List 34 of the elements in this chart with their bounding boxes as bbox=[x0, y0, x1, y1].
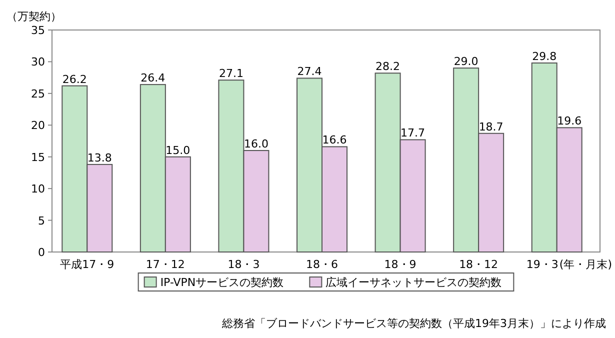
y-tick-label: 20 bbox=[31, 119, 45, 132]
text: 27.4 bbox=[297, 65, 322, 78]
text: 総務省「ブロードバンドサービス等の契約数（平成19年3月末）」により作成 bbox=[221, 317, 606, 330]
y-tick-label: 15 bbox=[31, 150, 45, 164]
y-tick-label: 10 bbox=[31, 182, 45, 196]
x-axis-title: (年・月末) bbox=[559, 258, 612, 271]
text: 29.8 bbox=[532, 50, 557, 63]
y-tick-label: 30 bbox=[31, 56, 45, 69]
text: 16.6 bbox=[322, 134, 347, 147]
text: 26.2 bbox=[62, 72, 87, 86]
text: 29.0 bbox=[454, 55, 478, 68]
legend-label: IP-VPNサービスの契約数 bbox=[160, 276, 284, 289]
x-tick-label: 18・6 bbox=[306, 258, 338, 271]
text: 19.6 bbox=[557, 114, 582, 128]
y-tick-label: 25 bbox=[31, 87, 45, 100]
text: 18.7 bbox=[478, 120, 504, 134]
x-tick-label: 18・3 bbox=[228, 258, 260, 271]
text: 13.8 bbox=[87, 151, 112, 164]
x-tick-label: 平成17・9 bbox=[60, 258, 114, 271]
y-axis-title: （万契約） bbox=[6, 10, 62, 23]
x-tick-label: 19・3 bbox=[526, 258, 558, 271]
x-tick-label: 18・9 bbox=[384, 258, 416, 271]
y-tick-label: 5 bbox=[38, 214, 45, 228]
text: 17.7 bbox=[400, 126, 426, 140]
y-tick-label: 0 bbox=[38, 246, 45, 259]
legend-label: 広域イーサネットサービスの契約数 bbox=[326, 276, 502, 289]
text: 28.2 bbox=[376, 60, 400, 74]
y-tick-label: 35 bbox=[31, 24, 45, 37]
text: 15.0 bbox=[166, 144, 190, 157]
x-tick-label: 17・12 bbox=[146, 258, 185, 271]
x-tick-label: 18・12 bbox=[459, 258, 498, 271]
text: 27.1 bbox=[218, 67, 244, 80]
text: 26.4 bbox=[140, 72, 166, 85]
text: 16.0 bbox=[244, 138, 268, 151]
